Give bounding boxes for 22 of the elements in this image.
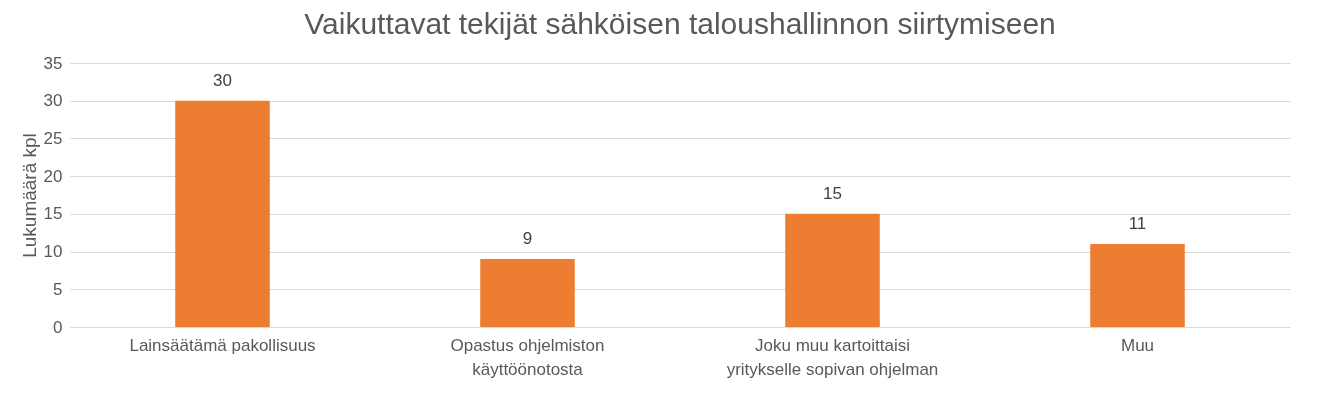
y-tick-label: 20	[43, 166, 63, 186]
data-label: 15	[823, 183, 842, 203]
bar	[480, 259, 575, 327]
x-tick-label: Muu	[1120, 335, 1155, 355]
data-label: 30	[213, 70, 232, 90]
y-tick-label: 25	[43, 128, 63, 148]
x-tick-label: Opastus ohjelmiston käyttöönotosta	[450, 335, 605, 379]
y-tick-label: 5	[53, 279, 63, 299]
bar	[1090, 244, 1185, 327]
x-tick-label: Lainsäätämä pakollisuus	[129, 335, 316, 355]
y-tick-label: 15	[43, 204, 63, 224]
chart-title: Vaikuttavat tekijät sähköisen taloushallinnon siirtymiseen	[304, 7, 1056, 40]
data-label: 9	[522, 229, 533, 249]
bar	[785, 213, 880, 327]
data-label: 11	[1128, 214, 1147, 234]
x-tick-label: Joku muu kartoittaisi yritykselle sopivan ohjelman	[726, 335, 939, 379]
y-tick-label: 30	[43, 91, 63, 111]
y-tick-label: 35	[43, 53, 63, 73]
y-tick-label: 0	[53, 317, 63, 337]
bar	[175, 100, 270, 327]
y-axis-title: Lukumäärä kpl	[18, 133, 40, 258]
y-tick-label: 10	[43, 242, 63, 262]
